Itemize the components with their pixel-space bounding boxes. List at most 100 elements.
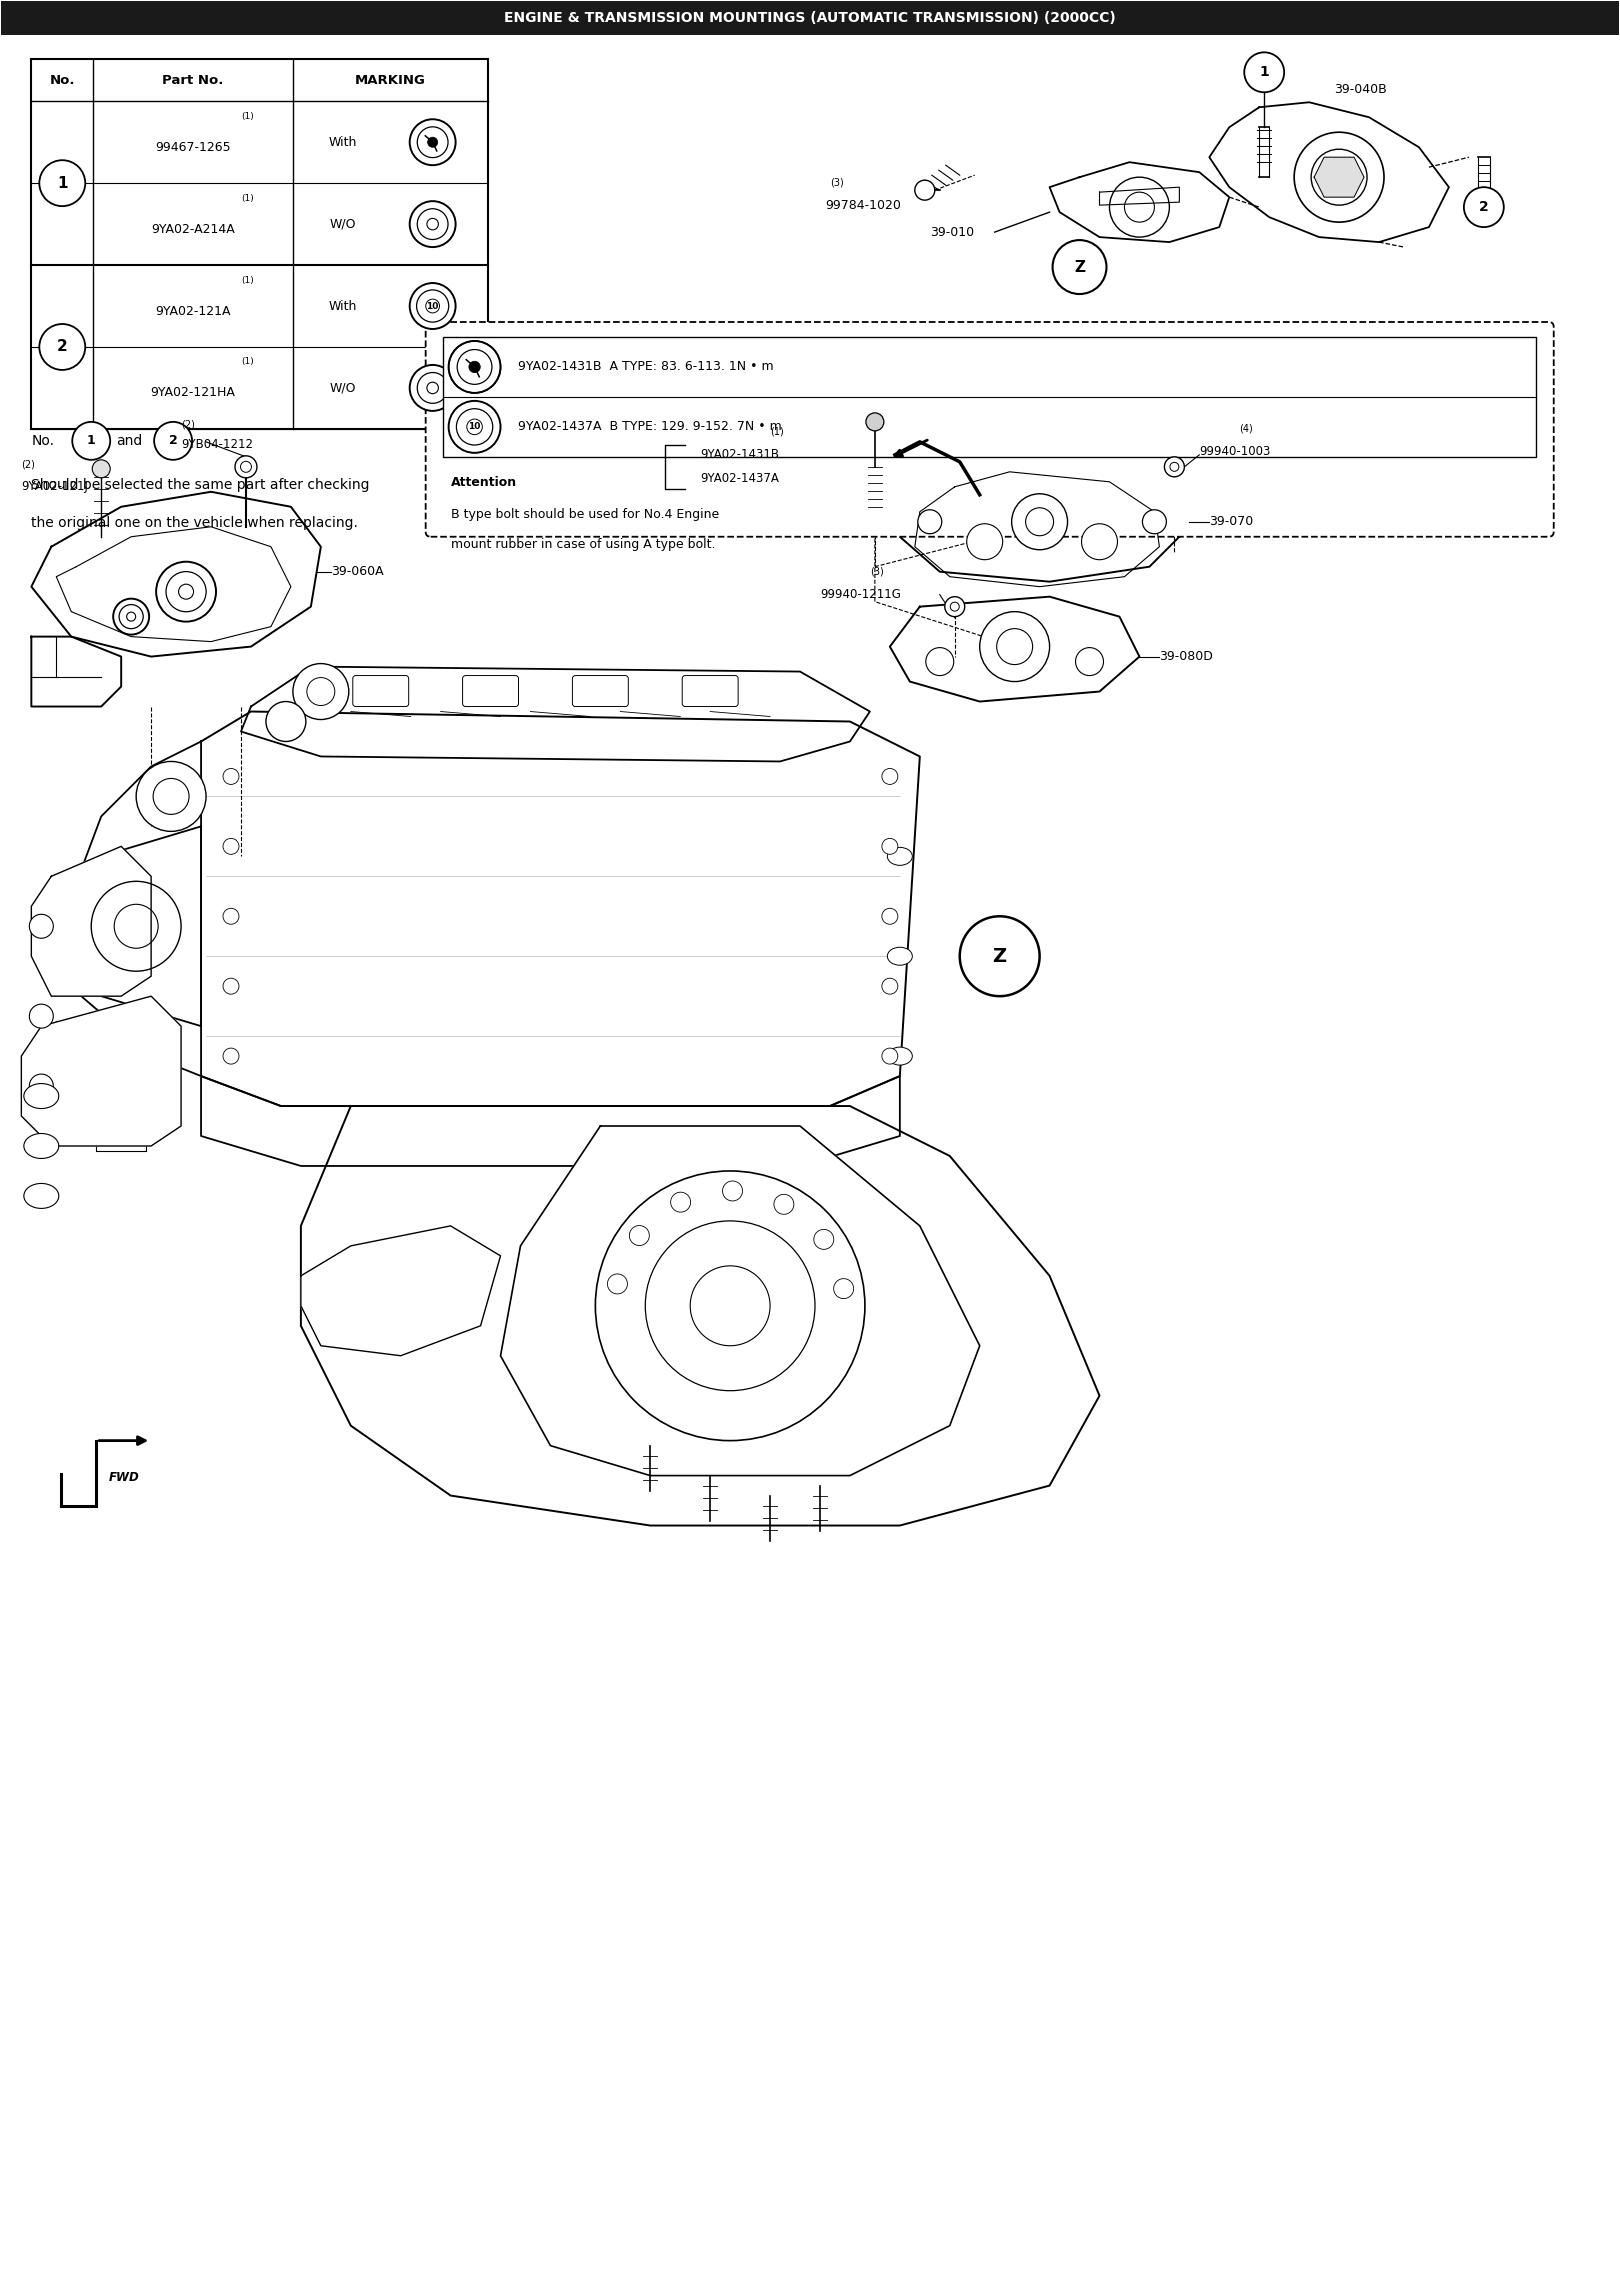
FancyBboxPatch shape xyxy=(682,676,739,706)
Circle shape xyxy=(944,596,966,617)
Text: mount rubber in case of using A type bolt.: mount rubber in case of using A type bol… xyxy=(450,537,714,551)
Polygon shape xyxy=(301,1106,1100,1525)
Circle shape xyxy=(154,778,190,815)
Circle shape xyxy=(449,401,501,453)
Text: and: and xyxy=(117,435,143,448)
Circle shape xyxy=(428,137,437,148)
Polygon shape xyxy=(899,446,1189,583)
Polygon shape xyxy=(301,1227,501,1356)
Polygon shape xyxy=(31,637,121,706)
Text: 9YA02-121J: 9YA02-121J xyxy=(21,480,87,494)
Circle shape xyxy=(457,351,492,385)
Circle shape xyxy=(154,421,193,460)
Circle shape xyxy=(1165,457,1184,476)
Circle shape xyxy=(980,612,1050,681)
Circle shape xyxy=(881,908,897,924)
Text: 8: 8 xyxy=(471,362,478,371)
Text: W/O: W/O xyxy=(329,382,356,394)
Circle shape xyxy=(919,510,941,535)
Text: No.: No. xyxy=(31,435,55,448)
Text: W/O: W/O xyxy=(329,218,356,230)
Polygon shape xyxy=(31,492,321,655)
Circle shape xyxy=(428,382,439,394)
Text: 99940-1003: 99940-1003 xyxy=(1199,446,1270,457)
Polygon shape xyxy=(501,1127,980,1475)
Text: Z: Z xyxy=(993,947,1006,965)
Text: FWD: FWD xyxy=(109,1470,139,1484)
Text: 9YA02-1437A  B TYPE: 129. 9-152. 7N • m: 9YA02-1437A B TYPE: 129. 9-152. 7N • m xyxy=(517,421,781,432)
Circle shape xyxy=(418,209,449,239)
Circle shape xyxy=(426,298,439,312)
Circle shape xyxy=(1011,494,1068,551)
Circle shape xyxy=(468,362,480,373)
Text: (2): (2) xyxy=(181,419,194,430)
Ellipse shape xyxy=(24,1083,58,1108)
Text: 99784-1020: 99784-1020 xyxy=(825,198,901,212)
Circle shape xyxy=(1464,187,1503,228)
Text: Z: Z xyxy=(1074,259,1085,275)
Circle shape xyxy=(645,1220,815,1391)
Polygon shape xyxy=(21,997,181,1147)
Circle shape xyxy=(126,612,136,621)
Text: With: With xyxy=(329,300,356,312)
Text: With: With xyxy=(329,137,356,148)
Circle shape xyxy=(418,127,449,157)
Text: Part No.: Part No. xyxy=(162,73,224,86)
Text: (1): (1) xyxy=(241,357,254,366)
Polygon shape xyxy=(71,826,201,1026)
Text: 1: 1 xyxy=(87,435,96,448)
Circle shape xyxy=(92,460,110,478)
Ellipse shape xyxy=(888,1047,912,1065)
Text: 39-080D: 39-080D xyxy=(1160,651,1213,662)
Text: 10: 10 xyxy=(426,300,439,310)
Polygon shape xyxy=(1314,157,1364,198)
Circle shape xyxy=(951,603,959,612)
Circle shape xyxy=(266,701,306,742)
Circle shape xyxy=(690,1265,770,1345)
Circle shape xyxy=(723,1181,742,1202)
Circle shape xyxy=(293,665,348,719)
Circle shape xyxy=(410,364,455,412)
Circle shape xyxy=(224,769,240,785)
Polygon shape xyxy=(31,847,151,997)
Text: 1: 1 xyxy=(57,175,68,191)
Text: ENGINE & TRANSMISSION MOUNTINGS (AUTOMATIC TRANSMISSION) (2000CC): ENGINE & TRANSMISSION MOUNTINGS (AUTOMAT… xyxy=(504,11,1116,25)
Text: 9YA02-1437A: 9YA02-1437A xyxy=(700,473,779,485)
FancyBboxPatch shape xyxy=(2,2,1618,36)
Circle shape xyxy=(418,373,449,403)
Ellipse shape xyxy=(888,947,912,965)
Polygon shape xyxy=(889,596,1139,701)
Circle shape xyxy=(915,180,935,200)
Text: 2: 2 xyxy=(1479,200,1489,214)
Circle shape xyxy=(39,323,86,371)
Text: 9YA02-121HA: 9YA02-121HA xyxy=(151,387,235,398)
Text: 9YA02-A214A: 9YA02-A214A xyxy=(151,223,235,237)
Text: Attention: Attention xyxy=(450,476,517,489)
Circle shape xyxy=(224,1049,240,1065)
Circle shape xyxy=(881,838,897,854)
Text: 2: 2 xyxy=(57,339,68,355)
Circle shape xyxy=(881,1049,897,1065)
Circle shape xyxy=(881,979,897,995)
Circle shape xyxy=(925,649,954,676)
Circle shape xyxy=(867,412,885,430)
Text: No.: No. xyxy=(50,73,75,86)
Text: 2: 2 xyxy=(168,435,178,448)
Text: 10: 10 xyxy=(468,423,481,432)
Text: B type bolt should be used for No.4 Engine: B type bolt should be used for No.4 Engi… xyxy=(450,508,719,521)
Circle shape xyxy=(113,904,159,949)
Circle shape xyxy=(1082,523,1118,560)
Circle shape xyxy=(416,289,449,323)
Circle shape xyxy=(596,1170,865,1441)
Text: (1): (1) xyxy=(241,275,254,284)
Text: the original one on the vehicle when replacing.: the original one on the vehicle when rep… xyxy=(31,517,358,530)
Circle shape xyxy=(834,1279,854,1300)
FancyBboxPatch shape xyxy=(353,676,408,706)
Polygon shape xyxy=(1209,102,1448,241)
Circle shape xyxy=(608,1275,627,1295)
Text: (2): (2) xyxy=(21,460,36,469)
Circle shape xyxy=(881,769,897,785)
Circle shape xyxy=(240,462,251,473)
Circle shape xyxy=(1076,649,1103,676)
Circle shape xyxy=(224,838,240,854)
